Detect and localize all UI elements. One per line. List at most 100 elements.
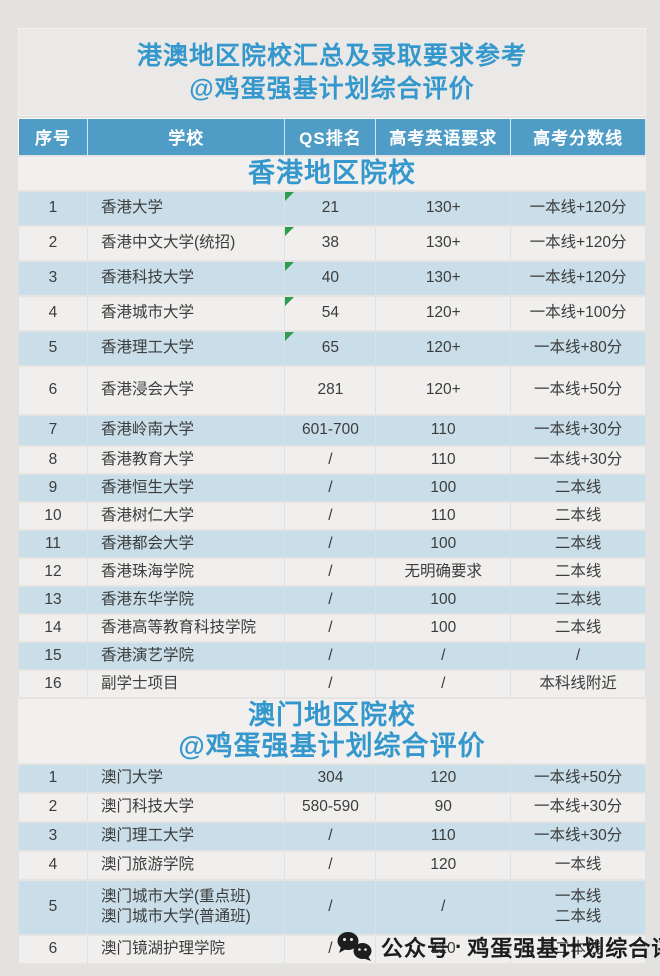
table-row: 12 香港珠海学院 / 无明确要求 二本线 — [18, 557, 646, 587]
score-line-cell: 一本线+30分 — [510, 445, 646, 475]
note-flag-icon — [285, 331, 295, 341]
english-requirement-cell: 110 — [375, 501, 512, 531]
english-requirement-cell: / — [375, 669, 512, 699]
watermark-account: 鸡蛋强基计划综合评价 — [467, 936, 660, 961]
school-name: 澳门科技大学 — [100, 798, 194, 815]
row-index: 8 — [48, 450, 58, 468]
english-requirement-cell: 无明确要求 — [375, 557, 512, 587]
school-name-cell: 澳门城市大学(重点班) 澳门城市大学(普通班) — [86, 879, 286, 936]
english-requirement: 120+ — [425, 381, 461, 398]
school-name-cell: 副学士项目 — [86, 669, 286, 699]
score-line-cell: 一本线+30分 — [510, 792, 646, 823]
school-name-cell: 澳门理工大学 — [86, 821, 286, 852]
score-line-cell: 二本线 — [510, 934, 646, 965]
school-name-cell: 澳门旅游学院 — [86, 850, 286, 881]
qs-rank-cell: 21 — [284, 190, 377, 227]
school-name: 香港演艺学院 — [100, 646, 194, 664]
qs-rank-cell: 54 — [284, 295, 377, 332]
school-name: 香港理工大学 — [100, 339, 194, 356]
row-index-cell: 1 — [18, 763, 88, 794]
score-line: 一本线 二本线 — [554, 888, 602, 925]
table-row: 16 副学士项目 / / 本科线附近 — [18, 669, 646, 699]
table-row: 5 澳门城市大学(重点班) 澳门城市大学(普通班) / / 一本线 二本线 — [18, 879, 646, 936]
column-header-3: QS排名 — [284, 118, 377, 157]
school-name: 副学士项目 — [100, 674, 179, 692]
table-row: 7 香港岭南大学 601-700 110 一本线+30分 — [18, 414, 646, 447]
qs-rank: 40 — [321, 269, 340, 286]
table-row: 2 澳门科技大学 580-590 90 一本线+30分 — [18, 792, 646, 823]
row-index-cell: 11 — [18, 529, 88, 559]
qs-rank-cell: 304 — [284, 763, 377, 794]
row-index-cell: 6 — [18, 934, 88, 965]
qs-rank: / — [328, 898, 333, 915]
school-name: 香港高等教育科技学院 — [100, 618, 256, 636]
table-row: 9 香港恒生大学 / 100 二本线 — [18, 473, 646, 503]
qs-rank-cell: 65 — [284, 330, 377, 367]
table-row: 15 香港演艺学院 / / / — [18, 641, 646, 671]
school-name: 香港城市大学 — [100, 304, 194, 321]
qs-rank-cell: 601-700 — [284, 414, 377, 447]
column-header-2: 学校 — [86, 118, 286, 157]
school-name: 香港科技大学 — [100, 269, 194, 286]
qs-rank-cell: / — [284, 445, 377, 475]
section-header-line: 澳门地区院校 — [248, 699, 416, 730]
row-index-cell: 7 — [18, 414, 88, 447]
qs-rank: / — [328, 646, 333, 664]
english-requirement-cell: 90 — [375, 792, 512, 823]
qs-rank: 38 — [321, 234, 340, 251]
english-requirement: 100 — [430, 590, 457, 608]
english-requirement-cell: 130+ — [375, 260, 512, 297]
school-name-cell: 香港东华学院 — [86, 585, 286, 615]
table-row: 6 澳门镜湖护理学院 / 110 二本线 — [18, 934, 646, 965]
row-index-cell: 3 — [18, 821, 88, 852]
qs-rank: 601-700 — [301, 421, 359, 438]
qs-rank-cell: 580-590 — [284, 792, 377, 823]
school-name-cell: 香港岭南大学 — [86, 414, 286, 447]
school-name: 澳门旅游学院 — [100, 856, 194, 873]
table-row: 14 香港高等教育科技学院 / 100 二本线 — [18, 613, 646, 643]
english-requirement: 110 — [430, 506, 456, 524]
qs-rank-cell: / — [284, 473, 377, 503]
qs-rank: / — [328, 562, 333, 580]
school-name: 澳门大学 — [100, 769, 163, 786]
table-row: 6 香港浸会大学 281 120+ 一本线+50分 — [18, 365, 646, 416]
school-name: 香港浸会大学 — [100, 381, 194, 398]
row-index: 5 — [48, 339, 58, 356]
note-flag-icon — [285, 296, 295, 306]
row-index: 2 — [48, 234, 58, 251]
table-row: 4 香港城市大学 54 120+ 一本线+100分 — [18, 295, 646, 332]
school-name: 澳门镜湖护理学院 — [100, 940, 225, 957]
qs-rank: 54 — [321, 304, 340, 321]
school-name: 香港珠海学院 — [100, 562, 194, 580]
school-name-cell: 澳门镜湖护理学院 — [86, 934, 286, 965]
row-index-cell: 16 — [18, 669, 88, 699]
score-line: 一本线+120分 — [529, 199, 627, 216]
qs-rank-cell: / — [284, 641, 377, 671]
row-index-cell: 9 — [18, 473, 88, 503]
score-line: 一本线+30分 — [533, 827, 623, 844]
qs-rank-cell: 40 — [284, 260, 377, 297]
score-line-cell: 二本线 — [510, 557, 646, 587]
row-index-cell: 2 — [18, 792, 88, 823]
qs-rank: / — [328, 827, 333, 844]
qs-rank-cell: / — [284, 613, 377, 643]
qs-rank-cell: / — [284, 669, 377, 699]
score-line-cell: 一本线+30分 — [510, 414, 646, 447]
watermark-separator: · — [455, 934, 463, 959]
score-line: 一本线+100分 — [529, 304, 627, 321]
qs-rank: 281 — [317, 381, 344, 398]
english-requirement: 100 — [430, 534, 457, 552]
qs-rank: 580-590 — [301, 798, 359, 815]
score-line-cell: 一本线 — [510, 850, 646, 881]
table-row: 11 香港都会大学 / 100 二本线 — [18, 529, 646, 559]
score-line-cell: 本科线附近 — [510, 669, 646, 699]
note-flag-icon — [285, 191, 295, 201]
english-requirement: 120+ — [425, 339, 461, 356]
school-name-cell: 香港树仁大学 — [86, 501, 286, 531]
english-requirement-cell: 100 — [375, 473, 512, 503]
row-index: 11 — [44, 534, 62, 552]
english-requirement: / — [441, 646, 446, 664]
row-index: 3 — [48, 269, 58, 286]
qs-rank: 304 — [317, 769, 344, 786]
score-line-cell: 一本线+120分 — [510, 190, 646, 227]
